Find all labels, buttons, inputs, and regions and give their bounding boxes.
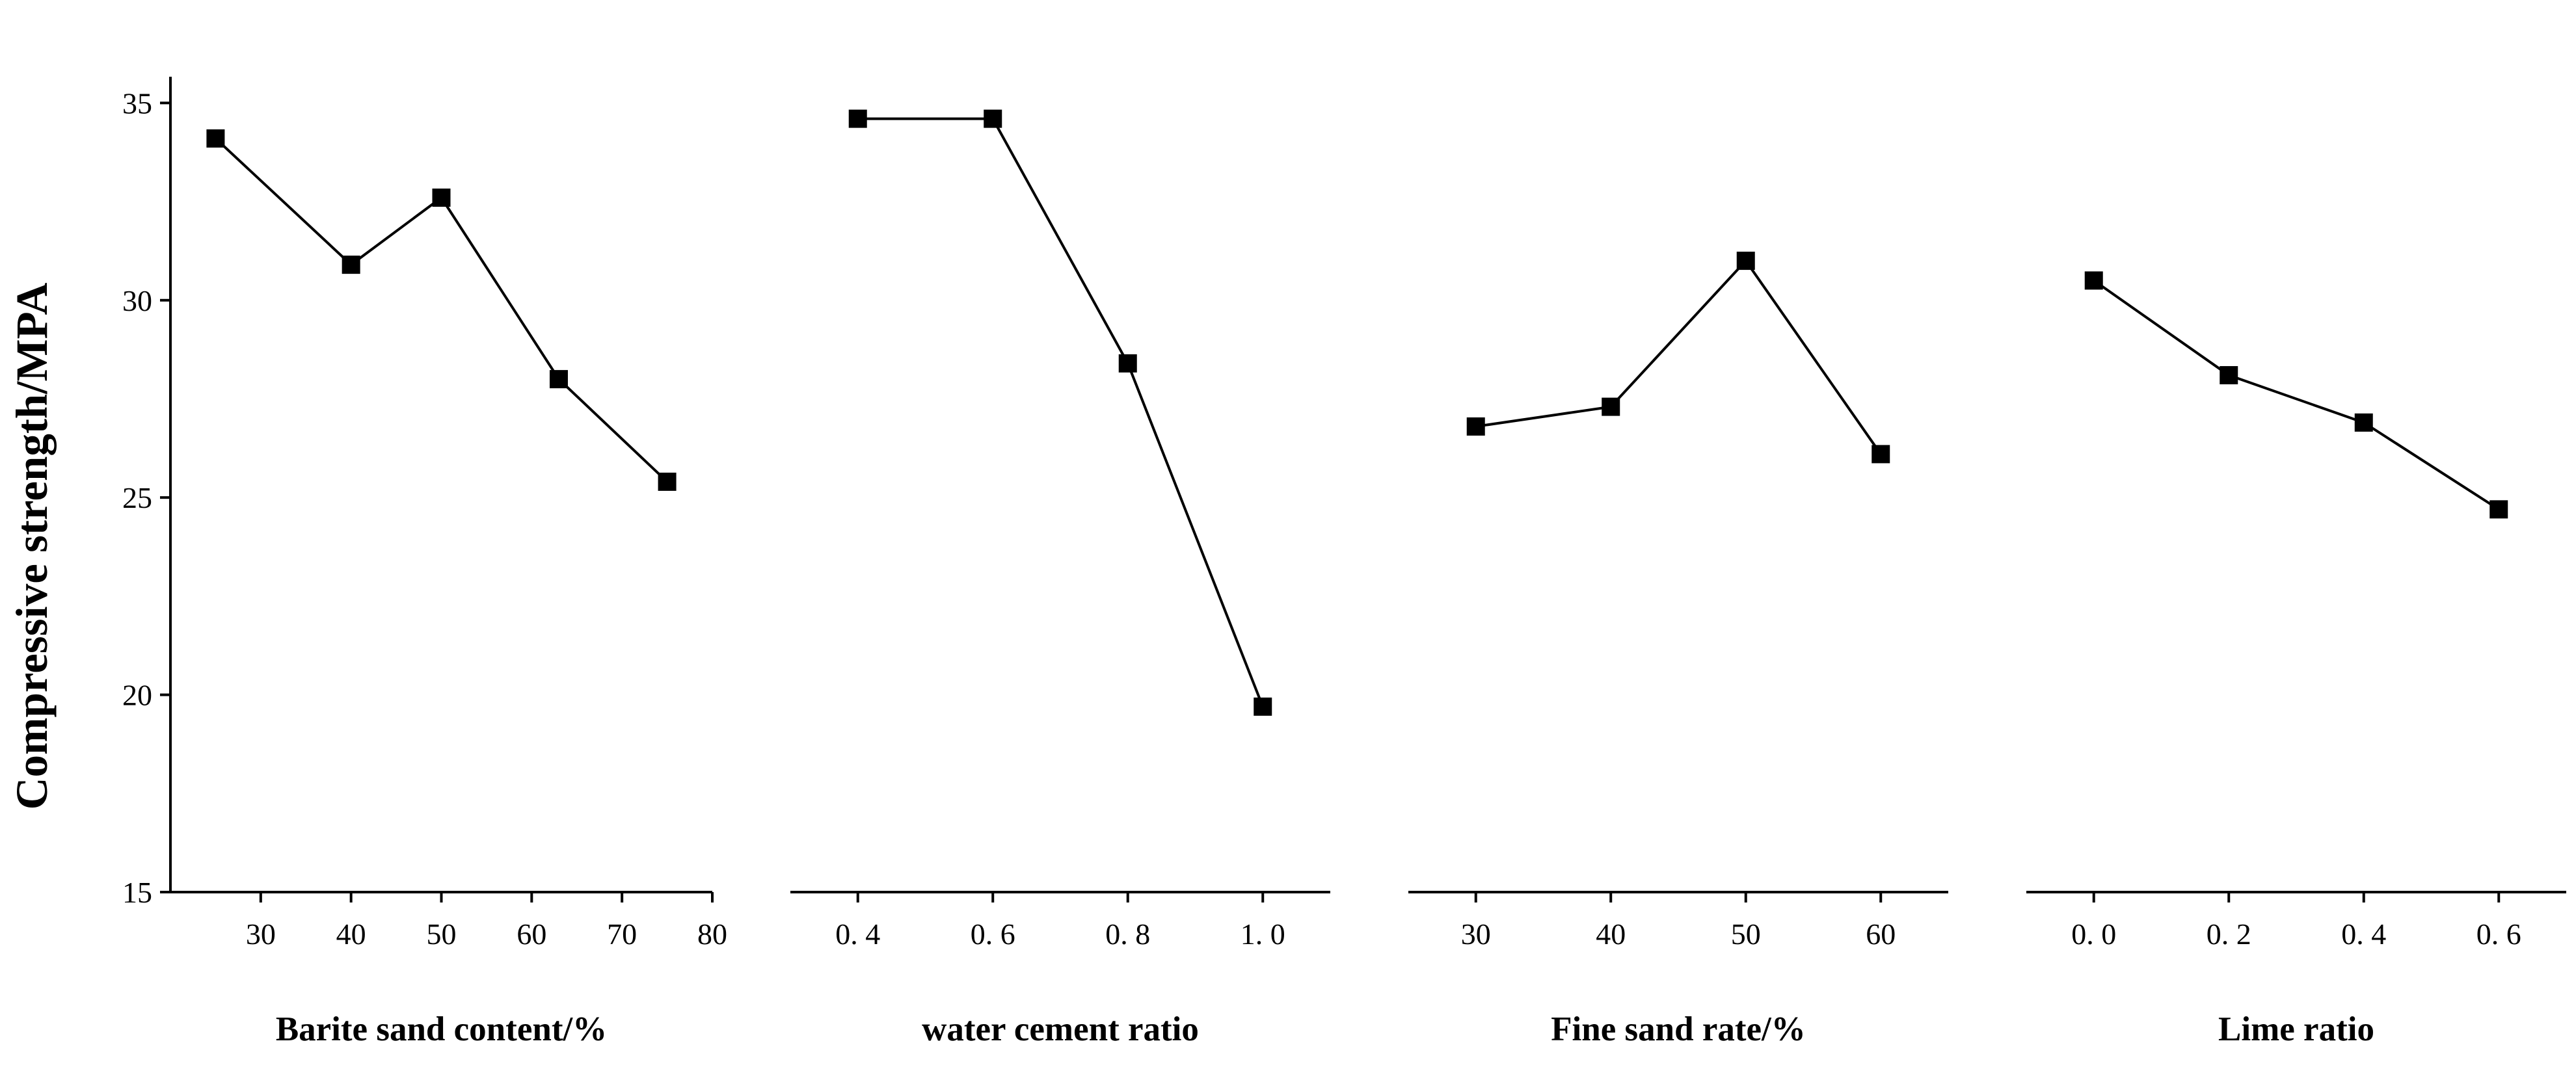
x-tick-label: 0. 8 [1105, 917, 1150, 951]
x-axis-title-4: Lime ratio [2218, 1010, 2374, 1048]
x-tick-label: 1. 0 [1241, 917, 1285, 951]
y-axis-title: Compressive strength/MPA [7, 283, 57, 810]
x-tick-label: 0. 4 [2341, 917, 2386, 951]
chart-panel-1: 15 20 25 30 35 30 40 50 60 70 80 Barite sand conten… [122, 77, 727, 1048]
data-point-marker [1736, 252, 1755, 270]
data-point-marker [1872, 445, 1890, 464]
data-point-marker [549, 370, 568, 389]
data-point-marker [2220, 366, 2238, 385]
chart-panel-3: 30 40 50 60 Fine sand rate/% [1408, 252, 1948, 1048]
series-line-2 [857, 117, 1265, 707]
data-point-marker [2084, 271, 2103, 290]
data-point-marker [2354, 413, 2373, 432]
x-tick-label: 0. 0 [2071, 917, 2116, 951]
x-tick-label: 50 [1731, 917, 1761, 951]
x-axis-title-1: Barite sand content/% [276, 1010, 607, 1048]
x-tick-label: 80 [697, 917, 727, 951]
y-tick-label: 35 [122, 86, 152, 120]
x-tick-label: 0. 4 [835, 917, 880, 951]
x-tick-label: 30 [246, 917, 276, 951]
x-tick-label: 0. 6 [971, 917, 1015, 951]
x-tick-label: 60 [1866, 917, 1896, 951]
data-point-marker [848, 109, 867, 128]
data-point-marker [342, 256, 360, 274]
x-tick-label: 30 [1461, 917, 1491, 951]
x-tick-label: 40 [1596, 917, 1626, 951]
x-axis-title-3: Fine sand rate/% [1551, 1010, 1806, 1048]
series-line-4 [2093, 279, 2500, 511]
x-tick-label: 60 [517, 917, 546, 951]
data-point-marker [2489, 500, 2508, 519]
y-tick-label: 30 [122, 284, 152, 317]
x-tick-label: 0. 6 [2476, 917, 2521, 951]
data-point-marker [1602, 397, 1620, 416]
x-tick-label: 70 [607, 917, 637, 951]
x-tick-label: 0. 2 [2207, 917, 2251, 951]
y-tick-label: 15 [122, 876, 152, 909]
data-point-marker [206, 129, 225, 148]
data-point-marker [432, 188, 451, 207]
data-point-marker [1118, 354, 1137, 373]
y-tick-label: 20 [122, 679, 152, 712]
chart-panel-2: 0. 4 0. 6 0. 8 1. 0 water cement ratio [790, 109, 1330, 1048]
data-point-marker [1466, 417, 1485, 436]
x-tick-label: 50 [427, 917, 457, 951]
x-tick-label: 40 [336, 917, 366, 951]
data-point-marker [984, 109, 1002, 128]
chart-panel-4: 0. 0 0. 2 0. 4 0. 6 Lime ratio [2026, 271, 2566, 1048]
y-tick-label: 25 [122, 481, 152, 514]
x-axis-title-2: water cement ratio [922, 1010, 1199, 1048]
data-point-marker [658, 472, 677, 491]
series-line-3 [1475, 258, 1882, 455]
data-point-marker [1254, 697, 1272, 716]
